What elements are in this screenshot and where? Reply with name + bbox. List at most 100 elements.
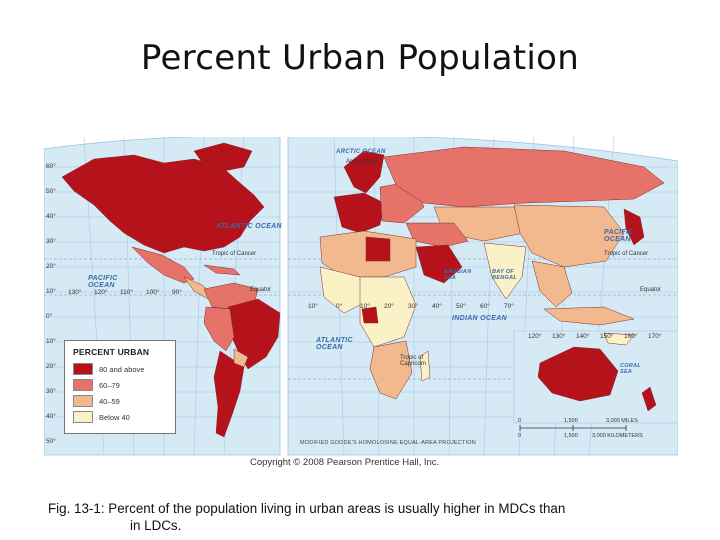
lon-label: 0° bbox=[336, 303, 343, 310]
label-tropic-capricorn: Tropic of Capricorn bbox=[400, 355, 427, 367]
ocean-label-bay-of-bengal: BAY OF BENGAL bbox=[492, 269, 518, 281]
lat-label: 50° bbox=[46, 188, 56, 195]
lon-label-oceania: 160° bbox=[624, 333, 638, 340]
lon-label-oceania: 150° bbox=[600, 333, 614, 340]
legend-swatch bbox=[73, 411, 93, 423]
greenland bbox=[193, 142, 253, 172]
ocean-label-atlantic-south: ATLANTIC OCEAN bbox=[316, 337, 353, 351]
ocean-label-indian: INDIAN OCEAN bbox=[452, 315, 507, 322]
north-america bbox=[61, 142, 265, 300]
eurasia bbox=[333, 146, 665, 326]
gabon bbox=[361, 306, 379, 324]
australia bbox=[537, 346, 619, 402]
legend-item: Below 40 bbox=[73, 411, 130, 423]
lat-label: 10° bbox=[46, 338, 56, 345]
ocean-label-coral-sea: CORAL SEA bbox=[620, 363, 641, 375]
new-zealand bbox=[641, 386, 657, 412]
scale-mile-1: 1,500 bbox=[564, 418, 578, 424]
lon-label: 60° bbox=[480, 303, 490, 310]
lon-label: 10° bbox=[308, 303, 318, 310]
scale-km-1: 1,500 bbox=[564, 433, 578, 439]
canada-usa bbox=[61, 154, 265, 254]
scale-mile-2: 3,000 MILES bbox=[606, 418, 638, 424]
scale-mile-0: 0 bbox=[518, 418, 522, 424]
lon-label: 130° bbox=[68, 289, 82, 296]
argentina-chile bbox=[213, 350, 245, 438]
legend-item: 60–79 bbox=[73, 379, 120, 391]
central-africa bbox=[359, 276, 417, 348]
projection-label: MODIFIED GOODE'S HOMOLOSINE EQUAL-AREA P… bbox=[300, 440, 476, 446]
lon-label: 110° bbox=[120, 289, 133, 296]
caption-line-1: Fig. 13-1: Percent of the population liv… bbox=[48, 501, 566, 516]
lat-label: 0° bbox=[46, 313, 53, 320]
copyright-text: Copyright © 2008 Pearson Prentice Hall, … bbox=[250, 457, 440, 468]
lat-label: 50° bbox=[46, 438, 56, 445]
middle-east bbox=[405, 222, 469, 284]
lon-label: 90° bbox=[172, 289, 182, 296]
india bbox=[483, 242, 527, 300]
lon-label: 100° bbox=[146, 289, 160, 296]
madagascar bbox=[419, 350, 431, 382]
legend-swatch bbox=[73, 379, 93, 391]
legend-label: 40–59 bbox=[99, 396, 120, 406]
japan-korea bbox=[623, 208, 645, 246]
figure-caption: Fig. 13-1: Percent of the population liv… bbox=[48, 500, 688, 534]
lon-label-oceania: 170° bbox=[648, 333, 662, 340]
turkey-iran bbox=[405, 222, 469, 248]
legend-swatch bbox=[73, 395, 93, 407]
lon-label: 40° bbox=[432, 303, 442, 310]
indonesia bbox=[543, 306, 635, 326]
peru-bolivia bbox=[203, 306, 235, 352]
legend-label: 80 and above bbox=[99, 364, 145, 374]
lat-label: 20° bbox=[46, 363, 56, 370]
ocean-label-arctic: ARCTIC OCEAN bbox=[336, 149, 386, 155]
legend-swatch bbox=[73, 363, 93, 375]
lat-label: 40° bbox=[46, 413, 56, 420]
label-equator-east: Equator bbox=[640, 287, 662, 293]
scale-km-2: 3,000 KILOMETERS bbox=[592, 433, 643, 439]
scandinavia bbox=[343, 150, 385, 194]
ocean-label-atlantic-north: ATLANTIC OCEAN bbox=[216, 223, 282, 230]
legend-item: 80 and above bbox=[73, 363, 144, 375]
legend-item: 40–59 bbox=[73, 395, 120, 407]
russia bbox=[383, 146, 665, 208]
ocean-label-pacific-east: PACIFIC OCEAN bbox=[604, 229, 634, 243]
western-europe bbox=[333, 192, 385, 234]
lon-label: 120° bbox=[94, 289, 108, 296]
oceania bbox=[537, 332, 657, 412]
lon-label-oceania: 120° bbox=[528, 333, 542, 340]
saudi-arabia bbox=[415, 244, 463, 284]
label-arctic-circle: Arctic Circle bbox=[346, 159, 379, 165]
west-africa bbox=[319, 266, 365, 314]
africa bbox=[319, 230, 431, 400]
label-equator-west: Equator bbox=[250, 287, 272, 293]
scale-bar-svg bbox=[519, 425, 627, 431]
papua bbox=[603, 332, 635, 346]
lat-label: 30° bbox=[46, 238, 56, 245]
lat-label: 30° bbox=[46, 388, 56, 395]
scale-km-0: 0 bbox=[518, 433, 522, 439]
south-america bbox=[203, 282, 281, 438]
lat-label: 10° bbox=[46, 288, 56, 295]
map-legend: PERCENT URBAN 80 and above 60–79 40–59 B… bbox=[64, 340, 176, 434]
label-tropic-cancer-east: Tropic of Cancer bbox=[604, 251, 649, 257]
lon-label-oceania: 130° bbox=[552, 333, 566, 340]
caribbean bbox=[203, 264, 241, 276]
lon-label: 10° bbox=[360, 303, 370, 310]
legend-label: Below 40 bbox=[99, 412, 130, 422]
libya bbox=[365, 236, 391, 262]
caption-line-2: in LDCs. bbox=[130, 518, 182, 533]
lat-label: 60° bbox=[46, 163, 56, 170]
lat-label: 20° bbox=[46, 263, 56, 270]
lon-label-oceania: 140° bbox=[576, 333, 590, 340]
legend-title: PERCENT URBAN bbox=[73, 347, 150, 357]
lon-label: 50° bbox=[456, 303, 466, 310]
southeast-asia bbox=[531, 260, 573, 308]
slide-title: Percent Urban Population bbox=[140, 38, 580, 78]
paraguay bbox=[233, 348, 249, 368]
lon-label: 70° bbox=[504, 303, 514, 310]
legend-label: 60–79 bbox=[99, 380, 120, 390]
ocean-label-pacific-west: PACIFIC OCEAN bbox=[88, 275, 118, 289]
ocean-label-arabian-sea: ARABIAN SEA bbox=[444, 269, 472, 281]
lon-label: 20° bbox=[384, 303, 394, 310]
